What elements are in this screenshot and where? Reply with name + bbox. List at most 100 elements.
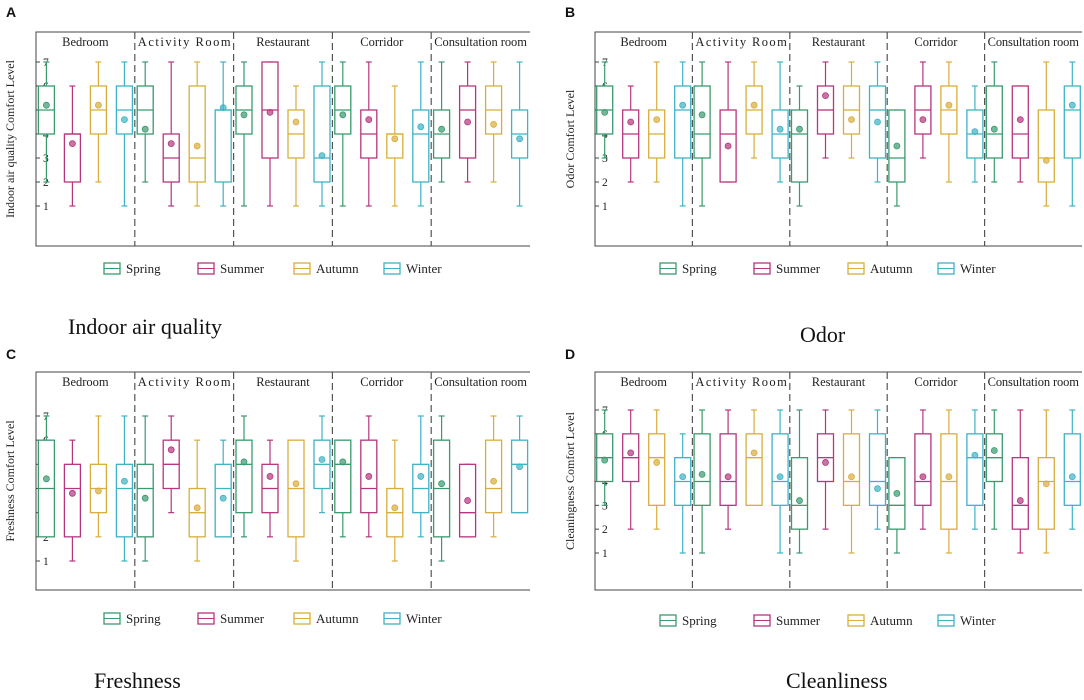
group-label: Restaurant (812, 35, 866, 49)
legend-item-summer: Summer (753, 613, 821, 628)
legend-label: Autumn (316, 611, 359, 626)
box-winter (771, 61, 789, 183)
box-summer (1011, 85, 1029, 183)
mean-marker (1016, 116, 1024, 123)
y-tick-label: 2 (602, 524, 608, 536)
y-tick-label: 3 (602, 153, 608, 165)
mean-marker (464, 497, 472, 504)
box-autumn (940, 61, 958, 183)
box-iqr (771, 433, 789, 506)
mean-marker (822, 459, 829, 466)
mean-marker (417, 123, 425, 131)
mean-marker (776, 125, 784, 133)
box-winter (214, 439, 232, 538)
mean-marker (69, 489, 76, 497)
mean-marker (167, 446, 175, 454)
box-spring (432, 61, 451, 183)
mean-marker (919, 473, 927, 481)
mean-marker (464, 118, 472, 126)
mean-marker (240, 458, 248, 466)
box-iqr (985, 85, 1003, 159)
box-autumn (386, 439, 404, 562)
box-iqr (745, 433, 763, 506)
box-summer (360, 61, 378, 207)
legend-label: Winter (406, 261, 442, 276)
group-activity-room: Activity Room (691, 32, 789, 246)
box-summer (63, 85, 82, 207)
box-iqr (188, 85, 206, 183)
group-label: Restaurant (812, 375, 866, 389)
axes-frame (35, 31, 530, 247)
box-iqr (313, 85, 331, 183)
legend-item-winter: Winter (937, 613, 996, 628)
box-spring (235, 415, 253, 538)
y-tick-label: 1 (602, 201, 608, 213)
mean-marker (919, 116, 927, 123)
box-winter (868, 61, 887, 183)
group-label: Bedroom (620, 375, 667, 389)
box-autumn (484, 61, 503, 183)
box-autumn (842, 61, 861, 159)
group-label: Consultation room (434, 375, 527, 389)
mean-marker (516, 463, 523, 471)
box-winter (966, 409, 984, 530)
legend-item-winter: Winter (383, 611, 442, 626)
mean-marker (516, 135, 523, 143)
group-label: Corridor (914, 35, 958, 49)
box-summer (816, 61, 835, 159)
box-autumn (745, 61, 763, 159)
box-summer (914, 409, 932, 530)
box-winter (1063, 61, 1081, 207)
panel-caption: Odor (800, 322, 846, 347)
box-iqr (790, 109, 809, 183)
y-tick-label: 1 (43, 201, 49, 213)
box-iqr (693, 433, 711, 506)
box-autumn (940, 409, 958, 554)
group-label: Activity Room (138, 35, 231, 49)
box-autumn (188, 439, 206, 562)
group-label: Bedroom (620, 35, 667, 49)
mean-marker (292, 118, 300, 126)
mean-marker (653, 116, 661, 123)
mean-marker (490, 477, 498, 485)
group-label: Restaurant (256, 35, 310, 49)
mean-marker (438, 125, 446, 133)
legend-label: Autumn (870, 613, 913, 628)
y-tick-label: 2 (43, 532, 49, 544)
box-winter (412, 61, 430, 207)
mean-marker (724, 142, 732, 150)
box-iqr (1011, 457, 1029, 530)
mean-marker (43, 101, 50, 109)
legend-label: Spring (126, 611, 161, 626)
box-iqr (966, 433, 984, 506)
mean-marker (750, 101, 758, 109)
box-iqr (674, 85, 692, 159)
legend: Spring Summer Autumn Winter (659, 613, 996, 628)
legend: Spring Summer Autumn Winter (103, 261, 442, 276)
box-summer (360, 415, 378, 538)
box-autumn (745, 409, 763, 506)
mean-marker (945, 101, 953, 109)
mean-marker (219, 494, 227, 502)
box-iqr (1063, 433, 1081, 506)
group-label: Activity Room (695, 375, 787, 389)
box-spring (136, 415, 154, 562)
group-consultation-room: Consultation room (430, 372, 529, 590)
panel-letter-d: D (565, 346, 575, 362)
box-winter (966, 85, 984, 183)
box-summer (914, 61, 932, 159)
group-label: Consultation room (988, 375, 1080, 389)
legend-item-summer: Summer (753, 261, 821, 276)
group-label: Corridor (360, 375, 404, 389)
legend-item-winter: Winter (383, 261, 442, 276)
legend-label: Summer (776, 613, 821, 628)
mean-marker (240, 111, 248, 119)
panel-caption: Freshness (94, 668, 181, 693)
mean-marker (193, 504, 201, 512)
group-label: Consultation room (988, 35, 1080, 49)
mean-marker (698, 111, 706, 119)
box-iqr (412, 109, 430, 183)
y-axis-label: Freshness Comfort Level (3, 420, 17, 542)
group-label: Corridor (914, 375, 958, 389)
y-tick-label: 1 (43, 556, 49, 568)
